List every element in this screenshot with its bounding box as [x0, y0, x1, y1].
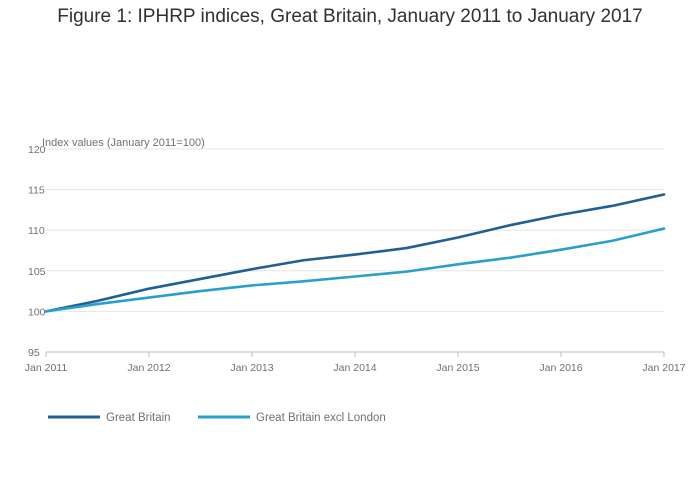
series-line-2[interactable] [44, 227, 666, 313]
y-tick-label: 110 [28, 225, 45, 237]
chart-title: Figure 1: IPHRP indices, Great Britain, … [57, 6, 643, 27]
gridlines [46, 148, 664, 312]
x-tick-label: Jan 2016 [539, 362, 582, 374]
series-line-1[interactable] [44, 193, 666, 313]
x-tick-label: Jan 2017 [642, 362, 685, 374]
x-tick-label: Jan 2013 [230, 362, 273, 374]
x-tick-label: Jan 2011 [25, 362, 68, 374]
legend-label: Great Britain excl London [256, 412, 386, 424]
legend-item-2[interactable]: Great Britain excl London [198, 412, 386, 424]
x-tick-label: Jan 2012 [127, 362, 170, 374]
y-tick-label: 115 [28, 185, 45, 197]
x-tick-label: Jan 2015 [436, 362, 479, 374]
legend[interactable]: Great Britain Great Britain excl London [48, 412, 386, 424]
series [44, 193, 666, 313]
axes: 95 100 105 110 115 120 Jan 2011 Jan 2012 Jan 201… [25, 144, 686, 374]
y-axis-title: Index values (January 2011=100) [42, 137, 205, 149]
legend-item-1[interactable]: Great Britain [48, 412, 171, 424]
legend-label: Great Britain [106, 412, 171, 424]
y-tick-label: 100 [28, 306, 46, 318]
y-tick-label: 120 [28, 144, 46, 156]
y-tick-label: 95 [28, 347, 40, 359]
y-tick-label: 105 [28, 266, 46, 278]
x-tick-label: Jan 2014 [333, 362, 376, 374]
